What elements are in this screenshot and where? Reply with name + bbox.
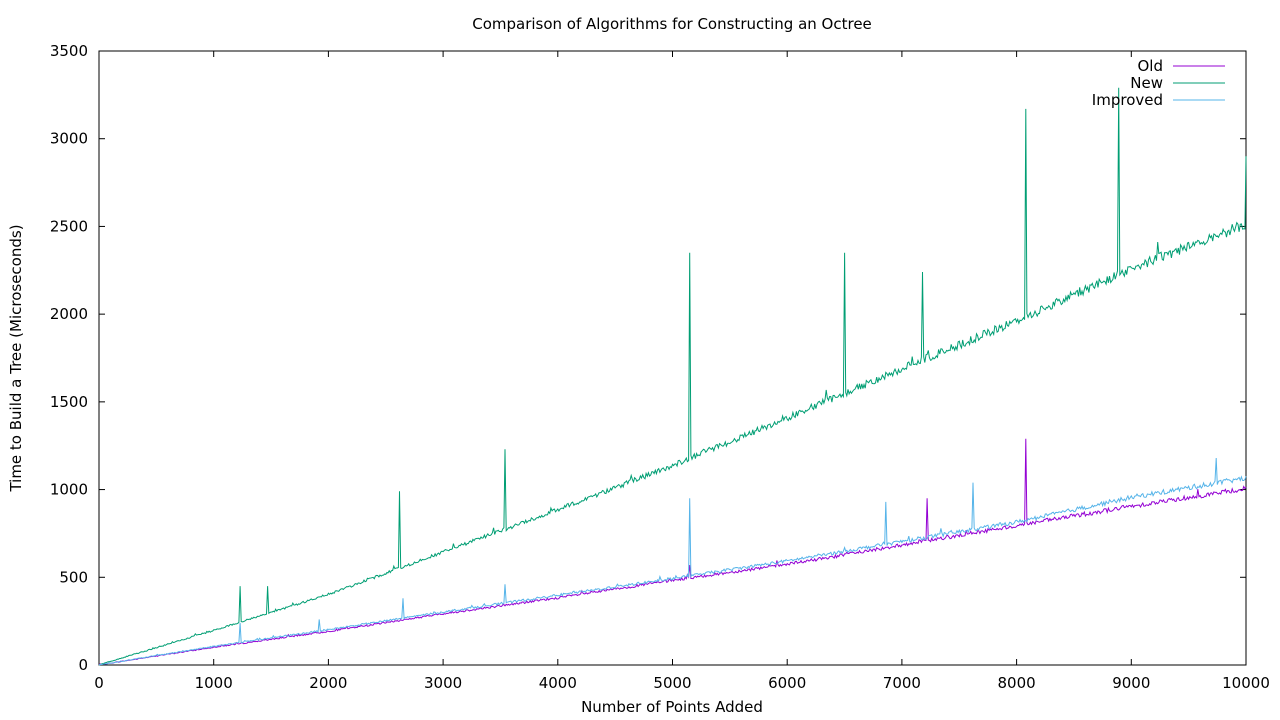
y-tick-label: 2000 [50, 305, 88, 323]
y-tick-label: 1500 [50, 393, 88, 411]
x-tick-label: 9000 [1112, 674, 1150, 692]
x-tick-label: 2000 [309, 674, 347, 692]
y-tick-label: 3500 [50, 42, 88, 60]
legend-label: Old [1138, 57, 1164, 75]
x-tick-label: 5000 [653, 674, 691, 692]
y-tick-label: 2500 [50, 217, 88, 235]
series-line-new [98, 87, 1247, 666]
x-tick-label: 6000 [768, 674, 806, 692]
x-tick-label: 4000 [539, 674, 577, 692]
x-tick-label: 1000 [195, 674, 233, 692]
series-lines [98, 87, 1247, 666]
series-line-improved [98, 457, 1247, 666]
x-tick-label: 3000 [424, 674, 462, 692]
y-tick-label: 1000 [50, 481, 88, 499]
x-axis-label: Number of Points Added [581, 698, 763, 716]
x-tick-label: 10000 [1222, 674, 1270, 692]
y-tick-label: 0 [78, 656, 88, 674]
x-tick-label: 8000 [998, 674, 1036, 692]
legend-label: New [1130, 74, 1163, 92]
plot-area-border [98, 50, 1247, 666]
y-tick-label: 3000 [50, 130, 88, 148]
series-line-old [98, 438, 1247, 666]
axis-ticks: 0 1000 2000 3000 4000 5000 6000 7000 8000 9000 100… [50, 42, 1270, 692]
x-tick-label: 0 [94, 674, 104, 692]
y-tick-label: 500 [59, 568, 88, 586]
legend-label: Improved [1092, 91, 1163, 109]
chart-title: Comparison of Algorithms for Constructin… [472, 15, 872, 33]
x-tick-label: 7000 [883, 674, 921, 692]
y-axis-label: Time to Build a Tree (Microseconds) [7, 224, 25, 492]
